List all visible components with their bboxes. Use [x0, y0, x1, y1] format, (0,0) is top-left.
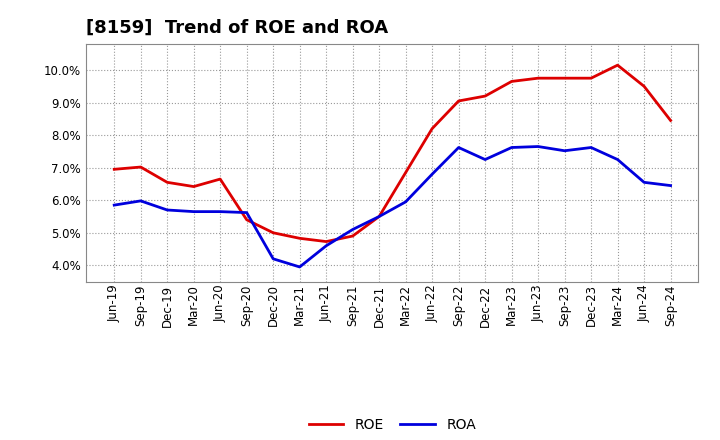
ROA: [534, 144, 542, 149]
ROA: [243, 210, 251, 215]
ROE: [322, 239, 330, 244]
ROA: [322, 243, 330, 249]
ROE: [216, 176, 225, 182]
ROA: [401, 199, 410, 205]
ROE: [348, 233, 357, 238]
ROE: [613, 62, 622, 68]
ROA: [428, 172, 436, 177]
ROE: [508, 79, 516, 84]
ROA: [454, 145, 463, 150]
ROA: [348, 227, 357, 232]
ROE: [640, 84, 649, 89]
ROE: [481, 93, 490, 99]
ROA: [508, 145, 516, 150]
ROA: [110, 202, 119, 208]
ROE: [428, 126, 436, 131]
ROE: [560, 76, 569, 81]
ROE: [243, 217, 251, 222]
Line: ROA: ROA: [114, 147, 670, 267]
Line: ROE: ROE: [114, 65, 670, 242]
ROE: [454, 98, 463, 103]
ROA: [613, 157, 622, 162]
ROE: [189, 184, 198, 189]
ROE: [269, 230, 277, 235]
ROE: [163, 180, 171, 185]
ROE: [375, 214, 384, 219]
ROA: [295, 264, 304, 270]
ROE: [136, 165, 145, 170]
ROE: [587, 76, 595, 81]
ROE: [534, 76, 542, 81]
Text: [8159]  Trend of ROE and ROA: [8159] Trend of ROE and ROA: [86, 19, 389, 37]
ROA: [269, 256, 277, 261]
Legend: ROE, ROA: ROE, ROA: [303, 412, 482, 437]
ROE: [666, 118, 675, 123]
ROE: [295, 236, 304, 241]
ROA: [666, 183, 675, 188]
ROA: [189, 209, 198, 214]
ROA: [560, 148, 569, 154]
ROE: [110, 167, 119, 172]
ROA: [640, 180, 649, 185]
ROA: [481, 157, 490, 162]
ROE: [401, 170, 410, 175]
ROA: [587, 145, 595, 150]
ROA: [216, 209, 225, 214]
ROA: [375, 214, 384, 219]
ROA: [163, 207, 171, 213]
ROA: [136, 198, 145, 204]
